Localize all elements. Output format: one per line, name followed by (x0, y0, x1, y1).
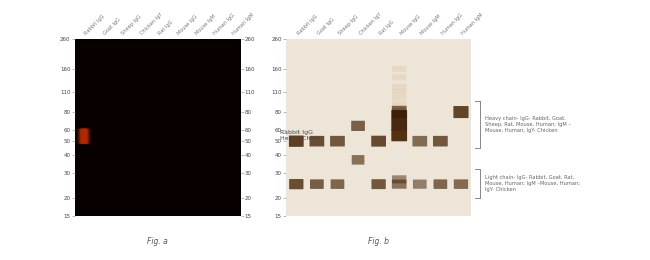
Text: Human IgM: Human IgM (461, 13, 485, 36)
FancyBboxPatch shape (391, 110, 407, 131)
FancyBboxPatch shape (81, 128, 86, 144)
FancyBboxPatch shape (310, 179, 324, 189)
Text: Human IgM: Human IgM (231, 13, 255, 36)
FancyBboxPatch shape (371, 179, 386, 189)
Text: Mouse IgG: Mouse IgG (176, 14, 198, 36)
FancyBboxPatch shape (454, 179, 468, 189)
FancyBboxPatch shape (309, 136, 324, 146)
Text: Sheep IgG: Sheep IgG (337, 14, 359, 36)
Text: Heavy chain- IgG- Rabbit, Goat,
Sheep, Rat, Mouse, Human; IgM –
Mouse, Human; Ig: Heavy chain- IgG- Rabbit, Goat, Sheep, R… (485, 116, 571, 133)
Text: Chicken IgY: Chicken IgY (139, 12, 164, 36)
Text: Mouse IgM: Mouse IgM (420, 14, 442, 36)
FancyBboxPatch shape (392, 84, 406, 90)
FancyBboxPatch shape (289, 135, 304, 147)
Text: Rabbit IgG: Rabbit IgG (84, 14, 106, 36)
FancyBboxPatch shape (392, 106, 407, 118)
Text: Fig. b: Fig. b (368, 237, 389, 246)
Text: Goat IgG: Goat IgG (317, 17, 336, 36)
FancyBboxPatch shape (433, 136, 448, 146)
FancyBboxPatch shape (330, 136, 345, 146)
FancyBboxPatch shape (351, 121, 365, 131)
FancyBboxPatch shape (454, 106, 469, 118)
FancyBboxPatch shape (392, 180, 407, 189)
Text: Sheep IgG: Sheep IgG (121, 14, 143, 36)
Text: Human IgG: Human IgG (213, 13, 237, 36)
Text: Human IgG: Human IgG (441, 13, 464, 36)
FancyBboxPatch shape (392, 74, 406, 80)
FancyBboxPatch shape (392, 89, 406, 95)
FancyBboxPatch shape (392, 66, 406, 72)
Text: Rabbit IgG: Rabbit IgG (296, 14, 318, 36)
FancyBboxPatch shape (79, 128, 89, 144)
Text: Mouse IgG: Mouse IgG (399, 14, 421, 36)
FancyBboxPatch shape (434, 179, 447, 189)
Text: Rabbit IgG
Heavy Chain: Rabbit IgG Heavy Chain (280, 130, 320, 141)
FancyBboxPatch shape (352, 155, 365, 165)
FancyBboxPatch shape (413, 180, 426, 189)
Text: Fig. a: Fig. a (148, 237, 168, 246)
Text: Rat IgG: Rat IgG (378, 20, 395, 36)
Text: Chicken IgY: Chicken IgY (358, 12, 382, 36)
FancyBboxPatch shape (391, 129, 407, 141)
FancyBboxPatch shape (331, 179, 345, 189)
Text: Goat IgG: Goat IgG (103, 17, 122, 36)
Text: Rat IgG: Rat IgG (157, 20, 174, 36)
FancyBboxPatch shape (77, 128, 91, 144)
Text: Mouse IgM: Mouse IgM (194, 14, 217, 36)
FancyBboxPatch shape (371, 136, 386, 147)
FancyBboxPatch shape (392, 95, 406, 101)
FancyBboxPatch shape (392, 102, 406, 108)
FancyBboxPatch shape (392, 175, 406, 184)
FancyBboxPatch shape (412, 136, 427, 146)
Text: Light chain- IgG- Rabbit, Goat, Rat,
Mouse, Human; IgM –Mouse, Human;
IgY- Chick: Light chain- IgG- Rabbit, Goat, Rat, Mou… (485, 175, 580, 192)
FancyBboxPatch shape (81, 128, 88, 144)
FancyBboxPatch shape (289, 179, 304, 189)
